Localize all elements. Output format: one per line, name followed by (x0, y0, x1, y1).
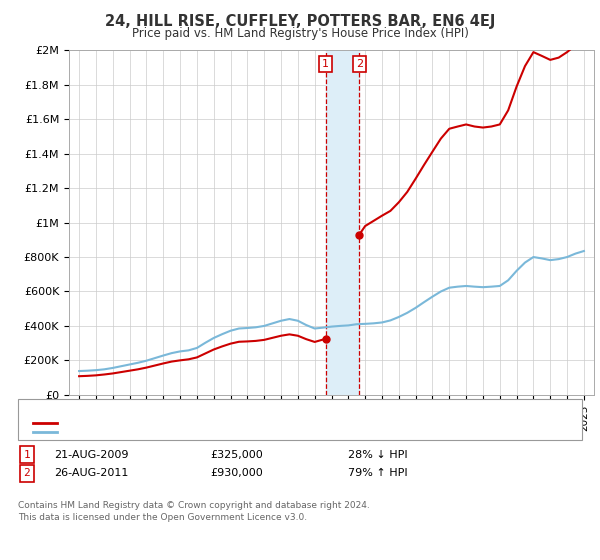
Text: 1: 1 (322, 59, 329, 69)
Text: 1: 1 (23, 450, 31, 460)
Bar (326, 50, 359, 395)
Text: £930,000: £930,000 (210, 468, 263, 478)
Text: 2: 2 (356, 59, 363, 69)
Text: Price paid vs. HM Land Registry's House Price Index (HPI): Price paid vs. HM Land Registry's House … (131, 27, 469, 40)
Text: 24, HILL RISE, CUFFLEY, POTTERS BAR, EN6 4EJ: 24, HILL RISE, CUFFLEY, POTTERS BAR, EN6… (105, 14, 495, 29)
Text: HPI: Average price, detached house, Welwyn Hatfield: HPI: Average price, detached house, Welw… (60, 427, 325, 437)
Text: 2: 2 (23, 468, 31, 478)
Text: Contains HM Land Registry data © Crown copyright and database right 2024.: Contains HM Land Registry data © Crown c… (18, 501, 370, 510)
Text: 79% ↑ HPI: 79% ↑ HPI (348, 468, 407, 478)
Text: £325,000: £325,000 (210, 450, 263, 460)
Text: This data is licensed under the Open Government Licence v3.0.: This data is licensed under the Open Gov… (18, 514, 307, 522)
Text: 26-AUG-2011: 26-AUG-2011 (54, 468, 128, 478)
Text: 21-AUG-2009: 21-AUG-2009 (54, 450, 128, 460)
Text: 28% ↓ HPI: 28% ↓ HPI (348, 450, 407, 460)
Text: 24, HILL RISE, CUFFLEY, POTTERS BAR, EN6 4EJ (detached house): 24, HILL RISE, CUFFLEY, POTTERS BAR, EN6… (60, 418, 386, 428)
